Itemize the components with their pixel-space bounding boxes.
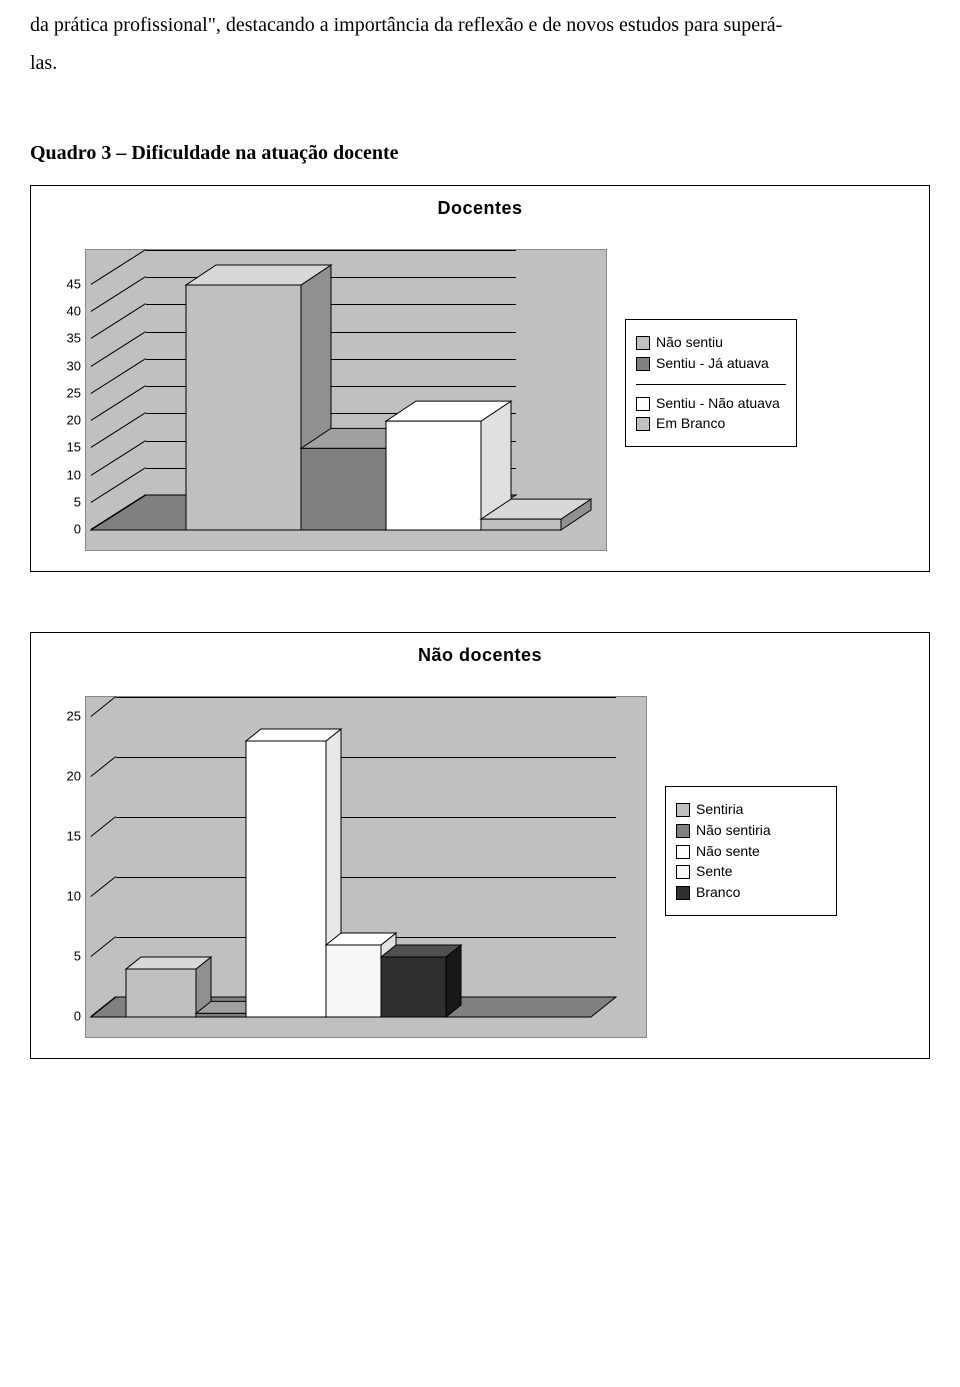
- chart1-row: 0 5 10 15 20 25 30 35 40 45 Não sentiu Sentiu - Já…: [45, 249, 915, 551]
- y-tick-label: 40: [67, 304, 81, 319]
- intro-line-2: las.: [30, 52, 57, 74]
- y-tick-label: 25: [67, 385, 81, 400]
- y-tick-label: 0: [74, 1009, 81, 1024]
- legend-swatch: [676, 865, 690, 879]
- chart2-y-axis: 0 5 10 15 20 25: [51, 696, 81, 1038]
- intro-line-1: da prática profissional", destacando a i…: [30, 14, 782, 36]
- bar-top: [381, 945, 461, 957]
- chart1-y-axis: 0 5 10 15 20 25 30 35 40 45: [51, 249, 81, 551]
- legend-label: Sentiu - Não atuava: [656, 395, 780, 412]
- y-tick-label: 20: [67, 413, 81, 428]
- legend-item: Sentiu - Não atuava: [636, 393, 786, 414]
- legend-item: Branco: [676, 882, 826, 903]
- y-tick-label: 45: [67, 277, 81, 292]
- y-tick-label: 10: [67, 467, 81, 482]
- legend-swatch: [636, 336, 650, 350]
- legend-swatch: [636, 397, 650, 411]
- legend-swatch: [676, 886, 690, 900]
- legend-label: Sentiria: [696, 801, 743, 818]
- chart2-plot-wrap: 0510152025: [85, 696, 647, 1038]
- y-tick-label: 5: [74, 494, 81, 509]
- y-tick-label: 5: [74, 949, 81, 964]
- quadro3-title: Quadro 3 – Dificuldade na atuação docent…: [30, 142, 930, 165]
- chart2-row: 0 5 10 15 20 25 Sentiria Não sentiria Não sente…: [45, 696, 915, 1038]
- legend-label: Não sentiu: [656, 334, 723, 351]
- chart2-legend: Sentiria Não sentiria Não sente Sente Branco: [665, 786, 837, 916]
- y-tick-label: 30: [67, 358, 81, 373]
- chart2-plot: [85, 696, 647, 1038]
- y-tick-label: 10: [67, 889, 81, 904]
- legend-label: Sentiu - Já atuava: [656, 355, 769, 372]
- bars-layer: [86, 250, 606, 550]
- chart1-plot-wrap: 051015202530354045: [85, 249, 607, 551]
- legend-label: Em Branco: [656, 415, 725, 432]
- chart-docentes: Docentes 0 5 10 15 20 25 30 35 40 45 Não sentiu Se…: [30, 185, 930, 572]
- legend-item: Não sentiria: [676, 820, 826, 841]
- bar-front: [186, 285, 301, 530]
- chart1-title: Docentes: [45, 198, 915, 219]
- legend-swatch: [676, 803, 690, 817]
- legend-label: Não sentiria: [696, 822, 771, 839]
- legend-item: Em Branco: [636, 413, 786, 434]
- legend-item: Não sente: [676, 841, 826, 862]
- legend-item: Sentiu - Já atuava: [636, 353, 786, 374]
- bar-front: [481, 519, 561, 530]
- legend-section: Sentiria Não sentiria Não sente Sente Branco: [676, 795, 826, 907]
- legend-label: Não sente: [696, 843, 760, 860]
- legend-item: Sente: [676, 861, 826, 882]
- chart2-title: Não docentes: [45, 645, 915, 666]
- chart1-legend: Não sentiu Sentiu - Já atuava Sentiu - Não…: [625, 319, 797, 447]
- bar-front: [326, 945, 381, 1017]
- y-tick-label: 15: [67, 829, 81, 844]
- legend-swatch: [636, 357, 650, 371]
- legend-item: Não sentiu: [636, 332, 786, 353]
- y-tick-label: 25: [67, 709, 81, 724]
- legend-swatch: [636, 417, 650, 431]
- legend-label: Sente: [696, 863, 733, 880]
- bar-front: [126, 969, 196, 1017]
- bar-front: [381, 957, 446, 1017]
- legend-label: Branco: [696, 884, 740, 901]
- legend-swatch: [676, 845, 690, 859]
- bar-front: [246, 741, 326, 1017]
- bar-front: [301, 448, 386, 530]
- bar-top: [126, 957, 211, 969]
- y-tick-label: 20: [67, 769, 81, 784]
- legend-item: Sentiria: [676, 799, 826, 820]
- legend-section: Sentiu - Não atuava Em Branco: [636, 384, 786, 439]
- chart1-plot: [85, 249, 607, 551]
- bar-front: [386, 421, 481, 530]
- chart-nao-docentes: Não docentes 0 5 10 15 20 25 Sentiria Não sent…: [30, 632, 930, 1059]
- page: da prática profissional", destacando a i…: [0, 6, 960, 1059]
- legend-section: Não sentiu Sentiu - Já atuava: [636, 328, 786, 378]
- bar-front: [196, 1013, 246, 1017]
- bar-top: [246, 729, 341, 741]
- legend-swatch: [676, 824, 690, 838]
- y-tick-label: 15: [67, 440, 81, 455]
- y-tick-label: 0: [74, 522, 81, 537]
- y-tick-label: 35: [67, 331, 81, 346]
- intro-paragraph: da prática profissional", destacando a i…: [30, 6, 930, 82]
- bars-layer: [86, 697, 646, 1037]
